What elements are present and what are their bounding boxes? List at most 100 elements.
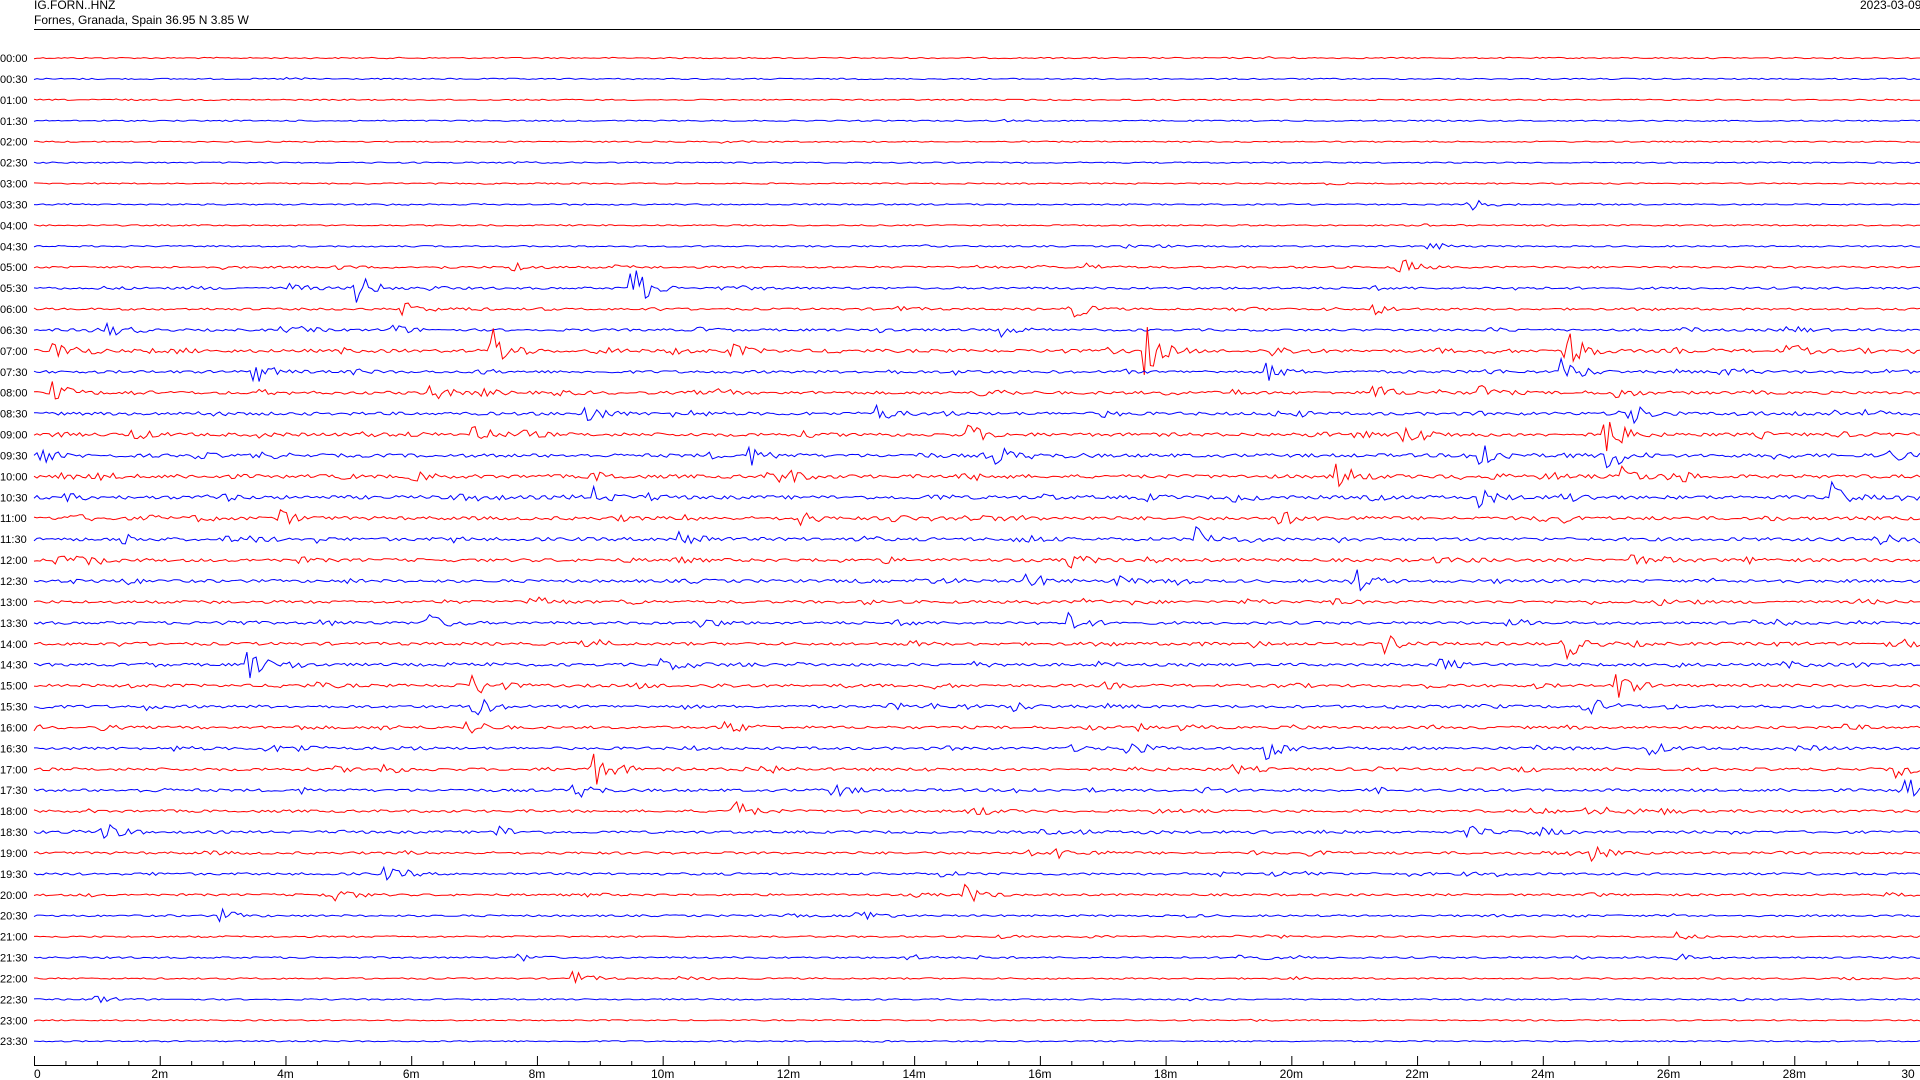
time-label: 03:00 bbox=[0, 179, 28, 191]
trace-2000 bbox=[33, 883, 1920, 903]
trace-0300 bbox=[33, 182, 1920, 186]
time-label: 08:00 bbox=[0, 388, 28, 400]
time-label: 04:30 bbox=[0, 241, 28, 253]
trace-0230 bbox=[33, 161, 1920, 165]
time-label: 20:30 bbox=[0, 911, 28, 923]
time-label: 23:30 bbox=[0, 1036, 28, 1048]
time-label: 02:30 bbox=[0, 158, 28, 170]
time-label: 12:30 bbox=[0, 576, 28, 588]
trace-1430 bbox=[33, 651, 1920, 679]
time-label: 05:00 bbox=[0, 262, 28, 274]
x-tick-label: 26m bbox=[1657, 1067, 1680, 1080]
time-label: 07:00 bbox=[0, 346, 28, 358]
trace-0900 bbox=[33, 421, 1920, 452]
trace-1030 bbox=[33, 480, 1920, 509]
time-label: 15:30 bbox=[0, 702, 28, 714]
record-date: 2023-03-09 bbox=[1860, 0, 1920, 12]
trace-0200 bbox=[33, 140, 1920, 144]
trace-1900 bbox=[33, 845, 1920, 863]
time-label: 18:30 bbox=[0, 827, 28, 839]
x-tick-label: 24m bbox=[1531, 1067, 1554, 1080]
trace-1400 bbox=[33, 635, 1920, 661]
x-axis: 0 2m 4m 6m 8m 10m 12m 14m 16m 18m 20m 22m 24m 26m 28m 3… bbox=[34, 1056, 1920, 1080]
trace-1200 bbox=[33, 554, 1920, 569]
trace-0730 bbox=[33, 356, 1920, 383]
time-label: 11:30 bbox=[0, 534, 27, 546]
trace-0700 bbox=[33, 326, 1920, 375]
trace-0500 bbox=[33, 259, 1920, 273]
trace-1830 bbox=[33, 823, 1920, 839]
time-label: 00:30 bbox=[0, 74, 28, 86]
time-label: 00:00 bbox=[0, 53, 28, 65]
trace-1930 bbox=[33, 865, 1920, 881]
time-label: 19:00 bbox=[0, 848, 28, 860]
time-label: 16:00 bbox=[0, 722, 28, 734]
trace-0530 bbox=[33, 270, 1920, 303]
time-label: 09:00 bbox=[0, 430, 28, 442]
trace-0600 bbox=[33, 302, 1920, 318]
time-label: 11:00 bbox=[0, 513, 27, 525]
x-tick-label: 10m bbox=[651, 1067, 674, 1080]
x-tick-label: 14m bbox=[902, 1067, 925, 1080]
time-label: 04:00 bbox=[0, 220, 28, 232]
time-label: 23:00 bbox=[0, 1015, 28, 1027]
time-label: 06:30 bbox=[0, 325, 28, 337]
time-label: 21:30 bbox=[0, 953, 28, 965]
time-label-group: 00:00 00:30 01:00 01:30 02:00 02:30 03:00 03:30… bbox=[0, 53, 28, 1048]
time-label: 10:00 bbox=[0, 471, 28, 483]
trace-2200 bbox=[34, 970, 1920, 985]
trace-0830 bbox=[34, 403, 1920, 425]
trace-1600 bbox=[33, 720, 1920, 734]
time-label: 22:00 bbox=[0, 973, 28, 985]
x-tick-label: 16m bbox=[1028, 1067, 1051, 1080]
time-label: 01:30 bbox=[0, 116, 28, 128]
trace-0930 bbox=[33, 445, 1920, 469]
x-tick-label: 28m bbox=[1783, 1067, 1806, 1080]
time-label: 10:30 bbox=[0, 492, 28, 504]
time-label: 03:30 bbox=[0, 199, 28, 211]
time-label: 14:30 bbox=[0, 660, 28, 672]
trace-0800 bbox=[33, 381, 1920, 400]
time-label: 02:00 bbox=[0, 137, 28, 149]
trace-1530 bbox=[33, 698, 1920, 716]
time-label: 09:30 bbox=[0, 450, 28, 462]
trace-0430 bbox=[33, 242, 1920, 250]
trace-1230 bbox=[33, 569, 1920, 592]
x-tick-label: 2m bbox=[151, 1067, 168, 1080]
trace-1100 bbox=[33, 509, 1920, 527]
station-code: IG.FORN..HNZ bbox=[34, 0, 116, 12]
trace-0130 bbox=[33, 118, 1920, 123]
x-tick-label: 0 bbox=[34, 1067, 41, 1080]
time-label: 22:30 bbox=[0, 994, 28, 1006]
trace-0100 bbox=[33, 98, 1920, 102]
trace-0630 bbox=[33, 321, 1920, 339]
time-label: 20:00 bbox=[0, 890, 28, 902]
time-label: 08:30 bbox=[0, 409, 28, 421]
trace-0030 bbox=[33, 76, 1920, 81]
time-label: 18:00 bbox=[0, 806, 28, 818]
time-label: 15:00 bbox=[0, 681, 28, 693]
trace-0330 bbox=[33, 199, 1920, 211]
time-label: 16:30 bbox=[0, 743, 28, 755]
time-label: 05:30 bbox=[0, 283, 28, 295]
x-tick-label: 30 bbox=[1901, 1067, 1915, 1080]
x-tick-label: 18m bbox=[1154, 1067, 1177, 1080]
time-label: 06:00 bbox=[0, 304, 28, 316]
trace-2300 bbox=[33, 1018, 1920, 1022]
trace-2100 bbox=[33, 931, 1920, 940]
time-label: 13:30 bbox=[0, 618, 28, 630]
time-label: 17:30 bbox=[0, 785, 28, 797]
trace-1730 bbox=[33, 778, 1920, 799]
time-label: 17:00 bbox=[0, 764, 28, 776]
time-label: 12:00 bbox=[0, 555, 28, 567]
trace-1300 bbox=[33, 596, 1920, 606]
time-label: 19:30 bbox=[0, 869, 28, 881]
trace-1130 bbox=[33, 526, 1920, 546]
trace-0400 bbox=[33, 223, 1920, 227]
trace-2330 bbox=[33, 1039, 1920, 1043]
time-label: 01:00 bbox=[0, 95, 28, 107]
trace-2230 bbox=[33, 995, 1920, 1004]
trace-1800 bbox=[33, 800, 1920, 816]
time-label: 21:00 bbox=[0, 932, 28, 944]
x-tick-label: 20m bbox=[1280, 1067, 1303, 1080]
